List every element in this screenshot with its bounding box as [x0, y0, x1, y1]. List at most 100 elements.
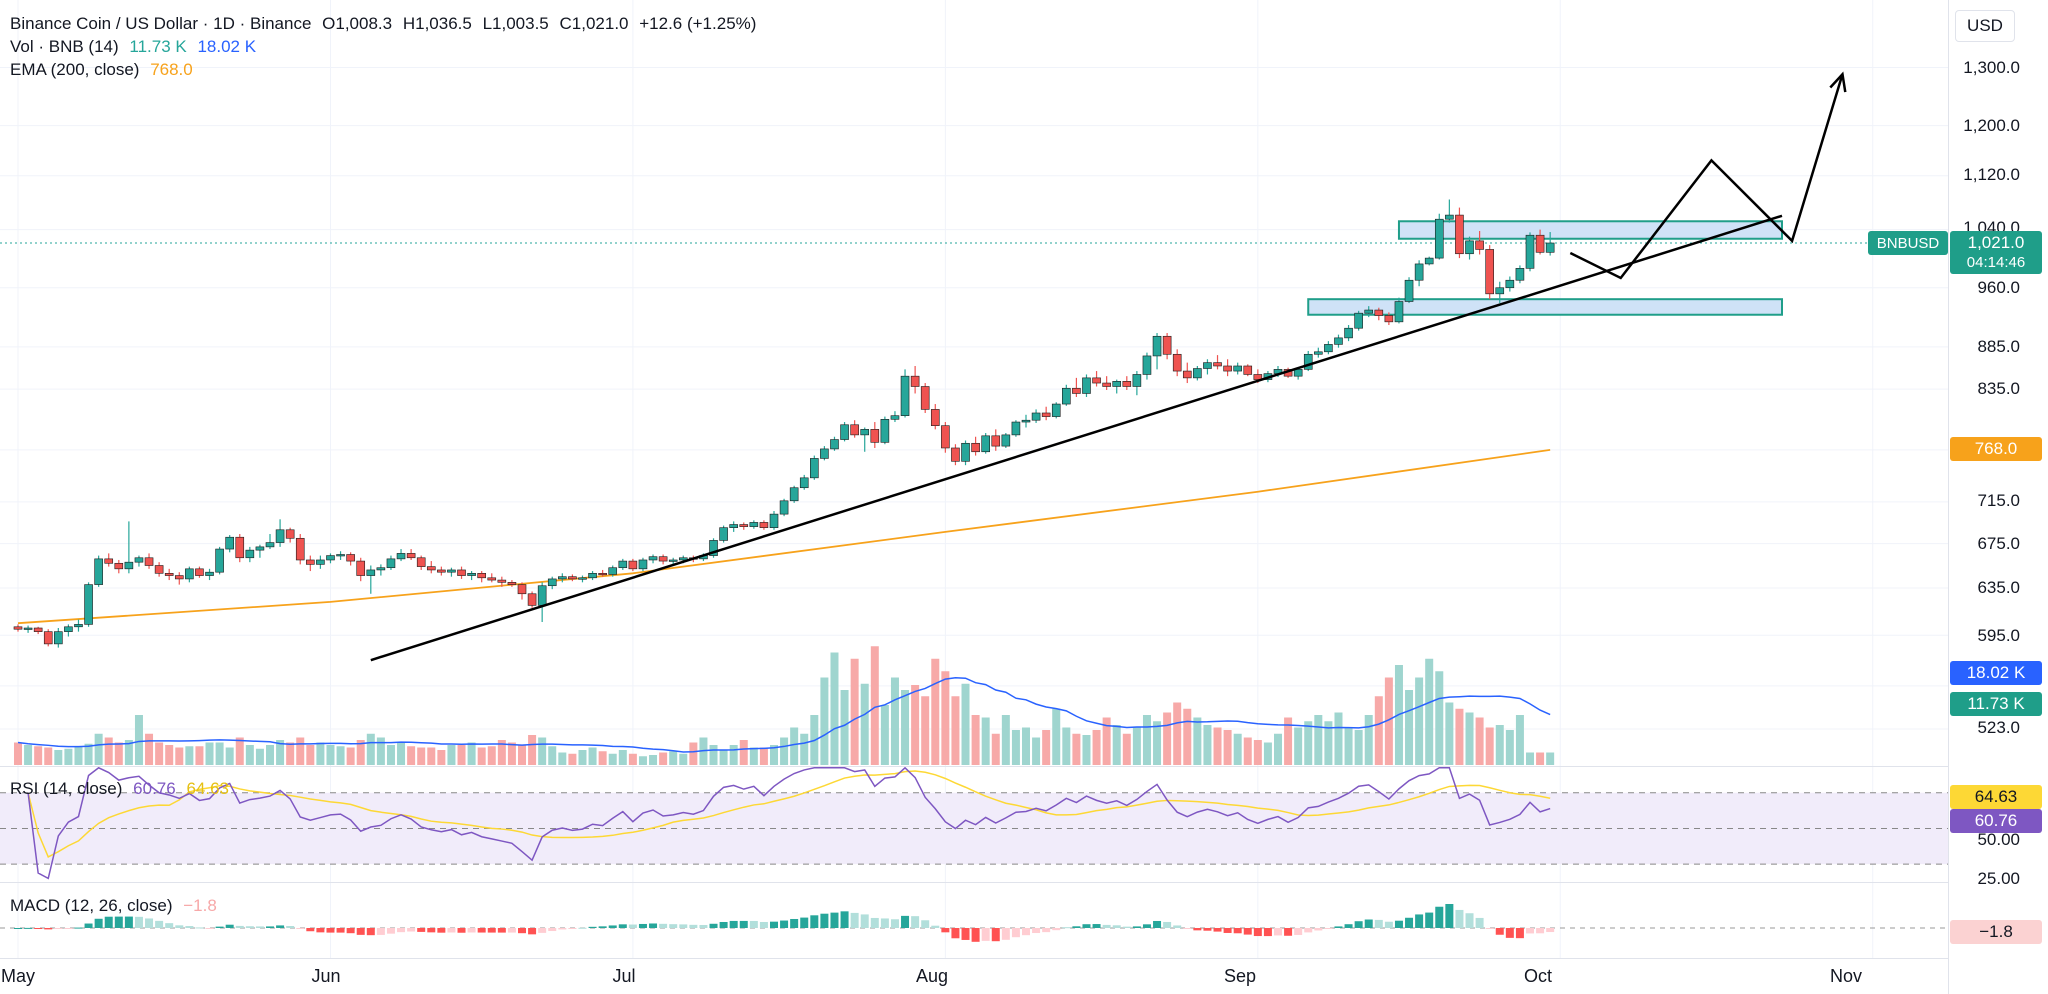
macd-bar	[1203, 928, 1212, 931]
volume-bar	[568, 753, 577, 765]
candle-body	[1102, 382, 1111, 387]
macd-bar	[64, 928, 73, 929]
rsi-legend[interactable]: RSI (14, close) 60.76 64.63	[10, 779, 235, 799]
macd-bar	[649, 923, 658, 928]
symbol-title[interactable]: Binance Coin / US Dollar · 1D · Binance	[10, 14, 312, 33]
candle-body	[668, 559, 678, 562]
macd-bar	[124, 916, 133, 928]
rsi-ma-badge: 64.63	[1950, 785, 2042, 809]
macd-bar	[749, 920, 758, 928]
candle-body	[537, 585, 547, 606]
volume-bar	[961, 683, 970, 765]
macd-bar	[54, 928, 63, 930]
macd-bar	[618, 924, 627, 928]
macd-bar	[1243, 928, 1252, 935]
volume-ma-line	[17, 677, 1551, 753]
volume-bar	[497, 740, 506, 765]
volume-bar	[1142, 715, 1151, 765]
macd-bar	[477, 928, 486, 933]
macd-bar	[497, 928, 506, 933]
macd-bar	[417, 928, 426, 932]
candle-body	[366, 569, 376, 576]
candle-body	[1515, 268, 1525, 281]
macd-bar	[245, 926, 254, 928]
pane-separator-macd[interactable]	[0, 882, 1948, 883]
macd-bar	[447, 928, 456, 933]
volume-bar	[790, 727, 799, 765]
macd-bar	[1505, 928, 1514, 938]
macd-legend[interactable]: MACD (12, 26, close) −1.8	[10, 896, 223, 916]
macd-bar	[518, 928, 526, 934]
volume-bar	[951, 696, 960, 765]
macd-bar	[689, 924, 698, 928]
macd-bar	[558, 928, 567, 930]
candle-body	[185, 568, 194, 580]
volume-bar	[1314, 715, 1323, 765]
currency-button[interactable]: USD	[1955, 10, 2015, 42]
macd-bar	[1092, 924, 1101, 928]
volume-bar	[145, 733, 154, 765]
volume-bar	[114, 742, 123, 765]
candle-body	[23, 627, 33, 630]
volume-bar	[1153, 721, 1162, 765]
macd-bar	[386, 928, 395, 934]
macd-bar	[215, 926, 224, 928]
candle-body	[1021, 419, 1031, 423]
price-tick: 523.0	[1977, 718, 2020, 737]
candle-body	[729, 524, 738, 528]
macd-bar	[1223, 928, 1232, 933]
macd-bar	[1052, 928, 1061, 931]
macd-bar	[1344, 924, 1353, 928]
rsi-badge: 60.76	[1950, 809, 2042, 833]
volume-bar	[820, 677, 829, 765]
volume-bar	[850, 658, 859, 765]
volume-legend[interactable]: Vol · BNB (14) 11.73 K 18.02 K	[10, 37, 262, 57]
volume-bar	[749, 747, 758, 765]
candle-body	[779, 500, 789, 515]
candle-body	[235, 536, 245, 559]
price-axis[interactable]: USD	[1948, 0, 2048, 994]
candle-body	[306, 559, 315, 565]
macd-bar	[1374, 919, 1383, 928]
candle-body	[1434, 218, 1444, 259]
volume-bar	[1001, 715, 1010, 765]
macd-bar	[487, 928, 496, 933]
candle-body	[316, 559, 325, 565]
volume-bar	[417, 747, 426, 765]
volume-bar	[1415, 677, 1424, 765]
volume-bar	[286, 742, 295, 765]
candle-body	[588, 573, 597, 579]
macd-bar	[507, 928, 516, 933]
candle-body	[1424, 257, 1434, 265]
volume-bar	[1011, 730, 1020, 765]
macd-bar	[1465, 913, 1474, 928]
macd-bar	[235, 925, 244, 928]
grid-lines	[0, 0, 1948, 958]
volume-bar	[1274, 733, 1282, 765]
volume-bar	[1364, 715, 1373, 765]
macd-bar	[1062, 927, 1071, 929]
ema-legend[interactable]: EMA (200, close) 768.0	[10, 60, 199, 80]
volume-bar	[1092, 730, 1101, 765]
pane-separator-rsi[interactable]	[0, 766, 1948, 767]
rsi-ma-value: 64.63	[186, 779, 229, 798]
candle-body	[1213, 362, 1222, 367]
macd-bar	[84, 923, 93, 928]
volume-bar	[558, 752, 567, 765]
candle-body	[558, 576, 567, 580]
open-value: O1,008.3	[322, 14, 393, 33]
volume-bar	[1505, 730, 1514, 765]
volume-bar	[487, 746, 496, 765]
candle-body	[104, 558, 114, 564]
macd-bar	[568, 928, 577, 929]
volume-bar	[770, 745, 778, 765]
rsi-label: RSI (14, close)	[10, 779, 123, 798]
macd-bar	[326, 928, 335, 933]
macd-bar	[155, 920, 164, 928]
candle-body	[749, 522, 759, 527]
candle-body	[1475, 240, 1484, 250]
macd-bar	[276, 925, 285, 928]
candle-body	[1364, 309, 1374, 314]
macd-bar	[1415, 914, 1424, 928]
